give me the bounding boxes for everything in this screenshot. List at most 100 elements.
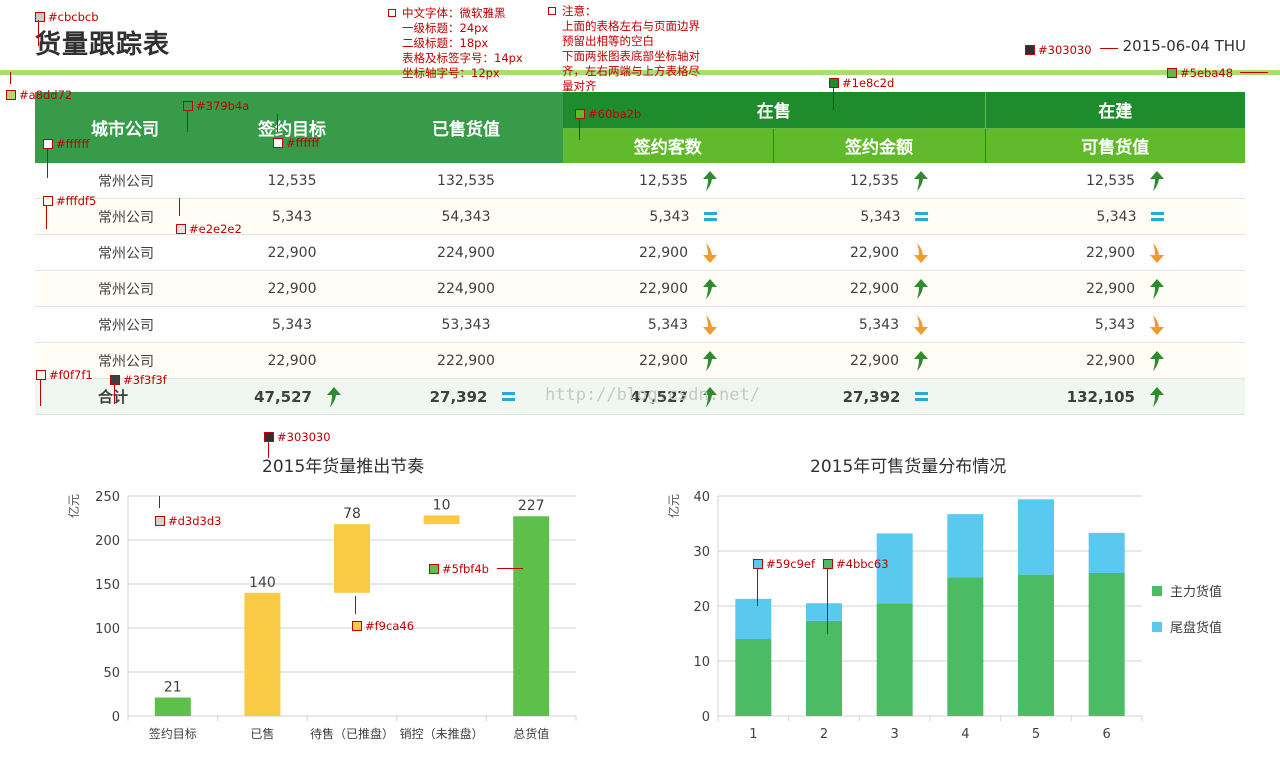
page-title: 货量跟踪表	[35, 30, 171, 60]
font-notes: 中文字体：微软雅黑 一级标题：24px 二级标题：18px 表格及标签字号：14…	[402, 6, 523, 81]
cell-content: 27,392	[418, 388, 515, 406]
annotation-leader	[46, 205, 47, 229]
cell-content: 22,900	[1065, 350, 1165, 371]
amount-cell: 12,535	[773, 163, 985, 199]
bar-main-segment	[947, 577, 984, 716]
note-line: 下面两张图表底部坐标轴对	[562, 49, 700, 63]
y-tick-label: 40	[693, 490, 710, 505]
bar-value-label: 10	[433, 497, 451, 513]
note-marker	[388, 9, 396, 17]
y-tick-label: 100	[95, 622, 120, 637]
color-swatch	[352, 621, 362, 631]
color-swatch	[43, 196, 53, 206]
trend-up-icon	[1150, 386, 1164, 407]
cell-value: 22,900	[850, 280, 899, 297]
cell-value: 47,527	[630, 387, 688, 406]
sold-cell: 224,900	[369, 234, 563, 271]
sold-cell: 132,535	[369, 163, 563, 199]
bar	[334, 524, 370, 593]
cell-content: 5,343	[829, 314, 929, 335]
trend-down-icon	[1150, 314, 1164, 335]
color-swatch	[1167, 68, 1177, 78]
header-divider	[0, 70, 1280, 75]
color-annotation: #f0f7f1	[36, 368, 93, 382]
cell-value: 5,343	[858, 316, 899, 333]
available-cell: 22,900	[985, 270, 1245, 307]
cell-content: 224,900	[437, 281, 495, 297]
y-tick-label: 20	[693, 600, 710, 615]
sold-cell: 222,900	[369, 342, 563, 379]
y-tick-label: 0	[702, 710, 710, 725]
amount-cell: 22,900	[773, 270, 985, 307]
color-code: #3f3f3f	[123, 373, 167, 387]
table-row: 常州公司 22,900 224,900 22,900 22,900 22,900	[35, 270, 1245, 307]
cell-content: 224,900	[437, 245, 495, 261]
cell-content: 132,535	[437, 173, 495, 189]
note-line: 预留出相等的空白	[562, 34, 654, 48]
header-customers: 签约客数	[563, 127, 773, 163]
header-sold: 已售货值	[369, 92, 563, 163]
table-row: 常州公司 12,535 132,535 12,535 12,535 12,535	[35, 163, 1245, 199]
trend-up-icon	[327, 386, 341, 407]
color-code: #ffffff	[286, 136, 320, 150]
trend-up-icon	[914, 278, 928, 299]
trend-up-icon	[703, 350, 717, 371]
trend-up-icon	[914, 350, 928, 371]
cell-value: 5,343	[860, 208, 901, 225]
total-row: 合计 47,527 27,392 47,527 27,392 132,105	[35, 378, 1245, 415]
cell-content: 5,343	[272, 317, 312, 333]
x-tick-label: 待售（已推盘）	[310, 726, 394, 741]
color-annotation: #ffffff	[43, 137, 89, 151]
cell-value: 22,900	[1086, 244, 1135, 261]
annotation-leader	[1240, 72, 1268, 73]
bar	[513, 516, 550, 716]
x-tick-label: 已售	[250, 726, 274, 741]
available-cell: 5,343	[985, 198, 1245, 235]
color-code: #cbcbcb	[48, 10, 99, 24]
amount-cell: 5,343	[773, 198, 985, 235]
annotation-leader	[47, 148, 48, 178]
table-row: 常州公司 5,343 54,343 5,343 5,343 5,343	[35, 198, 1245, 235]
layout-notes: 注意： 上面的表格左右与页面边界 预留出相等的空白 下面两张图表底部坐标轴对 齐…	[562, 4, 700, 94]
customers-cell: 22,900	[563, 234, 773, 271]
y-tick-label: 200	[95, 534, 120, 549]
cell-content: 5,343	[620, 209, 717, 225]
x-tick-label: 4	[961, 727, 969, 742]
color-code: #303030	[1038, 43, 1092, 57]
trend-flat-icon	[703, 212, 717, 221]
cell-content: 22,900	[829, 278, 929, 299]
cell-content: 54,343	[442, 209, 491, 225]
color-code: #60ba2b	[588, 107, 642, 121]
color-annotation: #1e8c2d	[829, 76, 894, 90]
color-annotation: #cbcbcb	[35, 10, 99, 24]
y-tick-label: 250	[95, 490, 120, 505]
target-cell: 12,535	[215, 163, 369, 199]
color-annotation: #d3d3d3	[155, 514, 222, 528]
note-line: 注意：	[562, 4, 597, 18]
annotation-leader	[187, 110, 188, 132]
cell-value: 47,527	[254, 387, 312, 406]
color-swatch	[36, 370, 46, 380]
cell-value: 132,535	[437, 172, 495, 189]
annotation-leader	[1100, 48, 1118, 49]
y-axis-label: 亿元	[66, 494, 81, 518]
trend-down-icon	[703, 314, 717, 335]
legend-swatch	[1152, 586, 1162, 596]
note-line: 齐，左右两端与上方表格尽	[562, 64, 700, 78]
cell-value: 5,343	[271, 316, 313, 333]
cell-value: 22,900	[267, 352, 317, 369]
city-cell: 常州公司	[35, 306, 215, 343]
color-code: #379b4a	[196, 99, 250, 113]
cell-value: 22,900	[639, 244, 688, 261]
target-cell: 5,343	[215, 198, 369, 235]
color-swatch	[1025, 45, 1035, 55]
cell-value: 22,900	[850, 244, 899, 261]
cell-value: 22,900	[267, 244, 317, 261]
color-code: #303030	[277, 430, 331, 444]
cell-content: 222,900	[437, 353, 495, 369]
cell-value: 12,535	[639, 172, 688, 189]
city-cell: 常州公司	[35, 270, 215, 307]
cell-content: 22,900	[1065, 242, 1165, 263]
sold-cell: 53,343	[369, 306, 563, 343]
